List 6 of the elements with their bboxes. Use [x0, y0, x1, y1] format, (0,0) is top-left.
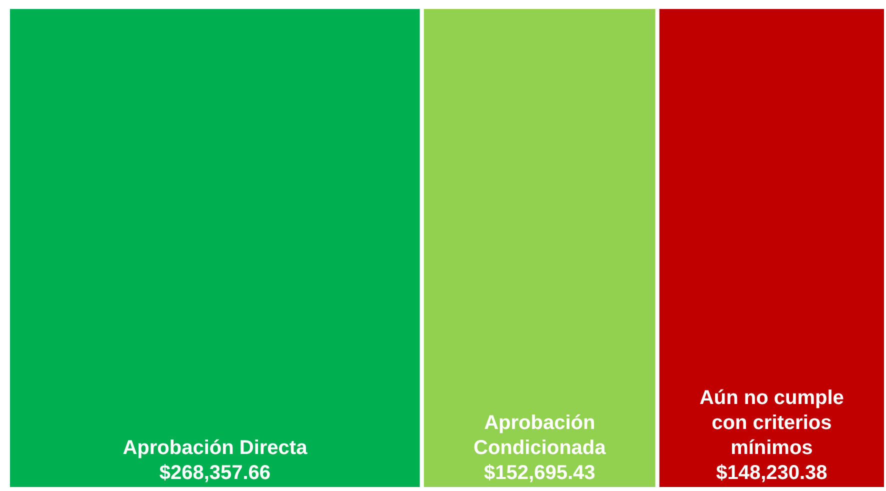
category-label: Aprobación Condicionada [474, 412, 607, 459]
category-label: Aprobación Directa [122, 437, 308, 459]
data-label: $268,357.66 [159, 462, 271, 484]
category-label: Aún no cumple con criterios mínimos [699, 387, 844, 459]
data-label: $152,695.43 [484, 462, 596, 484]
data-label: $148,230.38 [716, 462, 828, 484]
